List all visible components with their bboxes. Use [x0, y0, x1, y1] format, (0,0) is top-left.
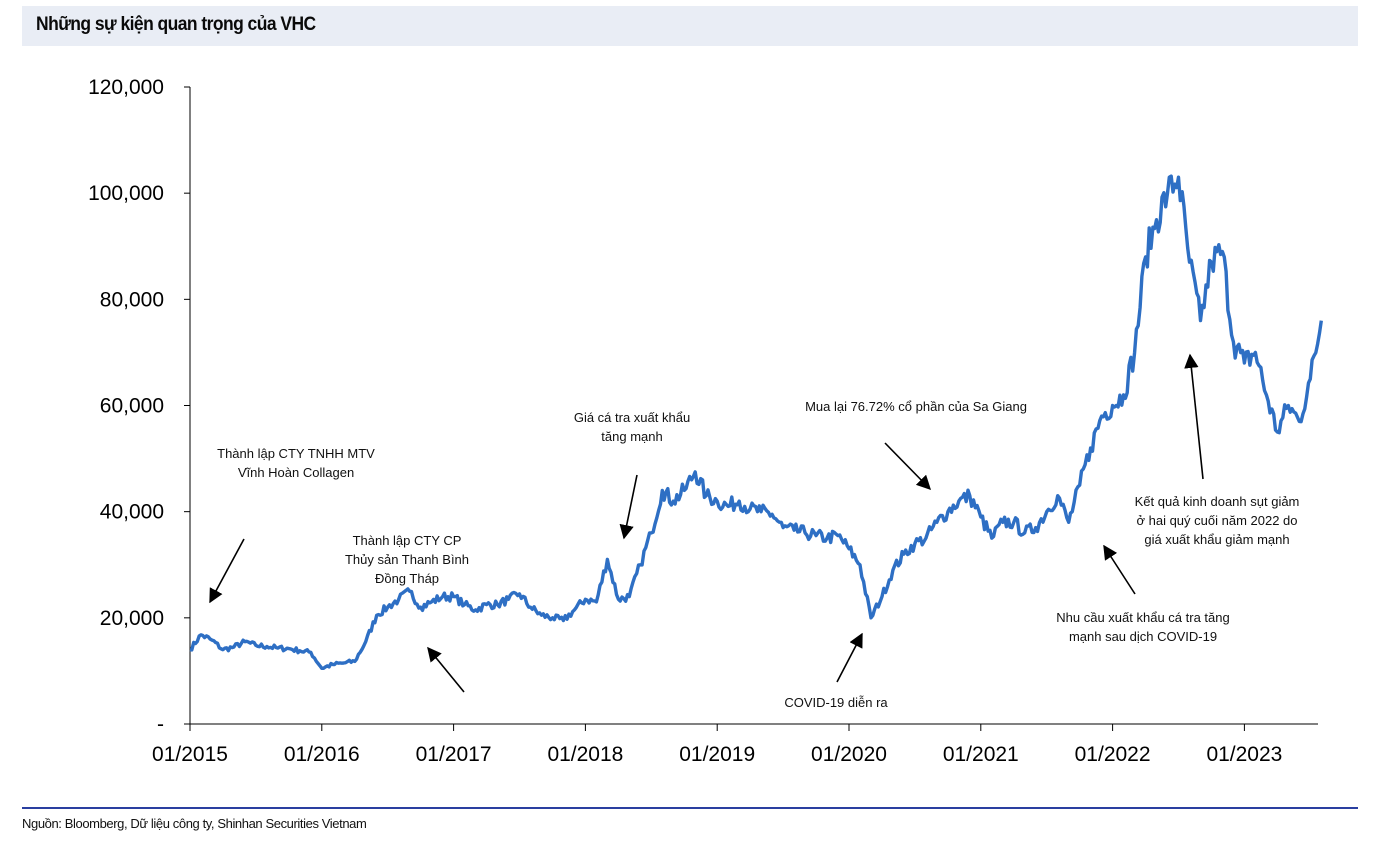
x-tick-label: 01/2019 — [679, 743, 755, 766]
source-divider — [22, 807, 1358, 809]
chart-title: Những sự kiện quan trọng của VHC — [36, 14, 316, 35]
annotation-arrow — [1184, 353, 1204, 480]
annotation: Giá cá tra xuất khẩu tăng mạnh — [574, 410, 690, 540]
x-tick-label: 01/2016 — [284, 743, 360, 766]
annotation-text: Nhu cầu xuất khẩu cá tra tăng — [1056, 610, 1229, 625]
x-tick-label: 01/2018 — [547, 743, 623, 766]
annotation: Thành lập CTY CP Thủy sản Thanh Bình Đồng … — [345, 533, 469, 693]
annotation-text: giá xuất khẩu giảm mạnh — [1144, 532, 1289, 547]
y-tick-label: 20,000 — [100, 607, 164, 630]
annotation: COVID-19 diễn ra — [784, 632, 888, 710]
annotation-text: tăng mạnh — [601, 429, 662, 444]
price-line — [189, 174, 1323, 670]
annotation-arrow — [209, 538, 245, 604]
annotation-text: Giá cá tra xuất khẩu — [574, 410, 690, 425]
x-tick-label: 01/2023 — [1206, 743, 1282, 766]
annotation: Kết quả kinh doanh sụt giảm ở hai quý cuố… — [1135, 353, 1300, 547]
annotation-text: Kết quả kinh doanh sụt giảm — [1135, 494, 1300, 509]
annotation-text: COVID-19 diễn ra — [784, 695, 888, 710]
annotation: Thành lập CTY TNHH MTV Vĩnh Hoàn Collagen — [209, 446, 375, 604]
y-tick-label: 120,000 — [88, 76, 164, 99]
x-tick-label: 01/2022 — [1075, 743, 1151, 766]
annotation-arrow — [619, 474, 638, 540]
annotation-text: Thành lập CTY CP — [353, 533, 462, 548]
title-bar: Những sự kiện quan trọng của VHC — [22, 6, 1358, 46]
annotation-arrow — [836, 632, 863, 683]
annotation: Mua lại 76.72% cổ phần của Sa Giang — [805, 399, 1027, 491]
annotation-text: Vĩnh Hoàn Collagen — [238, 465, 354, 480]
annotation-arrow — [427, 646, 465, 693]
source-note: Nguồn: Bloomberg, Dữ liệu công ty, Shinh… — [22, 816, 367, 831]
annotation-text: mạnh sau dịch COVID-19 — [1069, 629, 1217, 644]
x-tick-label: 01/2021 — [943, 743, 1019, 766]
annotation-arrow — [1103, 544, 1136, 595]
y-tick-label: 40,000 — [100, 501, 164, 524]
x-tick-label: 01/2015 — [152, 743, 228, 766]
annotation: Nhu cầu xuất khẩu cá tra tăng mạnh sau dị… — [1056, 544, 1230, 644]
annotation-text: ở hai quý cuối năm 2022 do — [1136, 513, 1297, 528]
y-tick-label: 100,000 — [88, 182, 164, 205]
annotation-arrow — [884, 442, 932, 491]
x-tick-label: 01/2017 — [416, 743, 492, 766]
annotation-text: Mua lại 76.72% cổ phần của Sa Giang — [805, 399, 1027, 414]
x-tick-label: 01/2020 — [811, 743, 887, 766]
annotation-text: Thủy sản Thanh Bình — [345, 552, 469, 567]
annotation-text: Thành lập CTY TNHH MTV — [217, 446, 375, 461]
y-tick-label: - — [157, 713, 164, 736]
y-tick-label: 60,000 — [100, 395, 164, 418]
y-tick-label: 80,000 — [100, 288, 164, 311]
annotation-text: Đồng Tháp — [375, 571, 439, 586]
